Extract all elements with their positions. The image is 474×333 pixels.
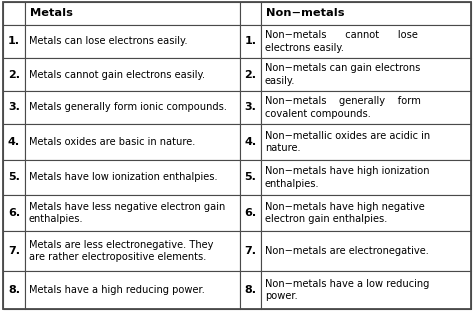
- Text: Non−metals    generally    form
covalent compounds.: Non−metals generally form covalent compo…: [265, 96, 421, 119]
- Text: Metals generally form ionic compounds.: Metals generally form ionic compounds.: [29, 103, 227, 113]
- Bar: [240, 25, 261, 58]
- Text: 5.: 5.: [245, 172, 256, 182]
- Text: 5.: 5.: [8, 172, 20, 182]
- Text: Non−metallic oxides are acidic in
nature.: Non−metallic oxides are acidic in nature…: [265, 131, 430, 154]
- Bar: [3, 195, 25, 231]
- Text: Metals can lose electrons easily.: Metals can lose electrons easily.: [29, 37, 188, 47]
- Bar: [261, 25, 471, 58]
- Bar: [25, 195, 240, 231]
- Text: 7.: 7.: [245, 246, 256, 256]
- Text: Metals have a high reducing power.: Metals have a high reducing power.: [29, 285, 205, 295]
- Bar: [240, 195, 261, 231]
- Text: 2.: 2.: [245, 70, 256, 80]
- Text: 1.: 1.: [8, 37, 20, 47]
- Text: Non−metals have high negative
electron gain enthalpies.: Non−metals have high negative electron g…: [265, 201, 425, 224]
- Bar: [261, 2, 471, 25]
- Text: Metals cannot gain electrons easily.: Metals cannot gain electrons easily.: [29, 70, 205, 80]
- Bar: [3, 124, 25, 160]
- Text: Metals have less negative electron gain
enthalpies.: Metals have less negative electron gain …: [29, 201, 225, 224]
- Bar: [25, 2, 240, 25]
- Bar: [25, 91, 240, 124]
- Bar: [3, 231, 25, 271]
- Bar: [261, 231, 471, 271]
- Text: 7.: 7.: [8, 246, 20, 256]
- Bar: [240, 58, 261, 91]
- Bar: [3, 25, 25, 58]
- Bar: [240, 91, 261, 124]
- Bar: [240, 271, 261, 309]
- Bar: [261, 160, 471, 195]
- Text: Metals are less electronegative. They
are rather electropositive elements.: Metals are less electronegative. They ar…: [29, 240, 213, 262]
- Text: 1.: 1.: [245, 37, 256, 47]
- Text: Non−metals are electronegative.: Non−metals are electronegative.: [265, 246, 429, 256]
- Bar: [25, 231, 240, 271]
- Bar: [25, 271, 240, 309]
- Bar: [25, 124, 240, 160]
- Bar: [25, 58, 240, 91]
- Bar: [261, 195, 471, 231]
- Text: 8.: 8.: [8, 285, 20, 295]
- Bar: [240, 124, 261, 160]
- Text: Non−metals      cannot      lose
electrons easily.: Non−metals cannot lose electrons easily.: [265, 30, 418, 53]
- Text: 8.: 8.: [245, 285, 256, 295]
- Text: Non−metals: Non−metals: [266, 9, 345, 19]
- Text: 3.: 3.: [8, 103, 20, 113]
- Text: Metals: Metals: [30, 9, 73, 19]
- Text: Non−metals have a low reducing
power.: Non−metals have a low reducing power.: [265, 279, 429, 301]
- Bar: [261, 91, 471, 124]
- Bar: [261, 124, 471, 160]
- Text: Non−metals have high ionization
enthalpies.: Non−metals have high ionization enthalpi…: [265, 166, 429, 189]
- Text: 3.: 3.: [245, 103, 256, 113]
- Bar: [3, 91, 25, 124]
- Text: 4.: 4.: [8, 137, 20, 147]
- Text: Metals have low ionization enthalpies.: Metals have low ionization enthalpies.: [29, 172, 218, 182]
- Bar: [240, 2, 261, 25]
- Text: 2.: 2.: [8, 70, 20, 80]
- Bar: [25, 25, 240, 58]
- Text: 4.: 4.: [245, 137, 256, 147]
- Bar: [240, 160, 261, 195]
- Text: Non−metals can gain electrons
easily.: Non−metals can gain electrons easily.: [265, 63, 420, 86]
- Bar: [3, 2, 25, 25]
- Bar: [25, 160, 240, 195]
- Bar: [3, 160, 25, 195]
- Text: 6.: 6.: [8, 208, 20, 218]
- Bar: [240, 231, 261, 271]
- Bar: [261, 58, 471, 91]
- Bar: [261, 271, 471, 309]
- Bar: [3, 58, 25, 91]
- Bar: [3, 271, 25, 309]
- Text: Metals oxides are basic in nature.: Metals oxides are basic in nature.: [29, 137, 195, 147]
- Text: 6.: 6.: [245, 208, 256, 218]
